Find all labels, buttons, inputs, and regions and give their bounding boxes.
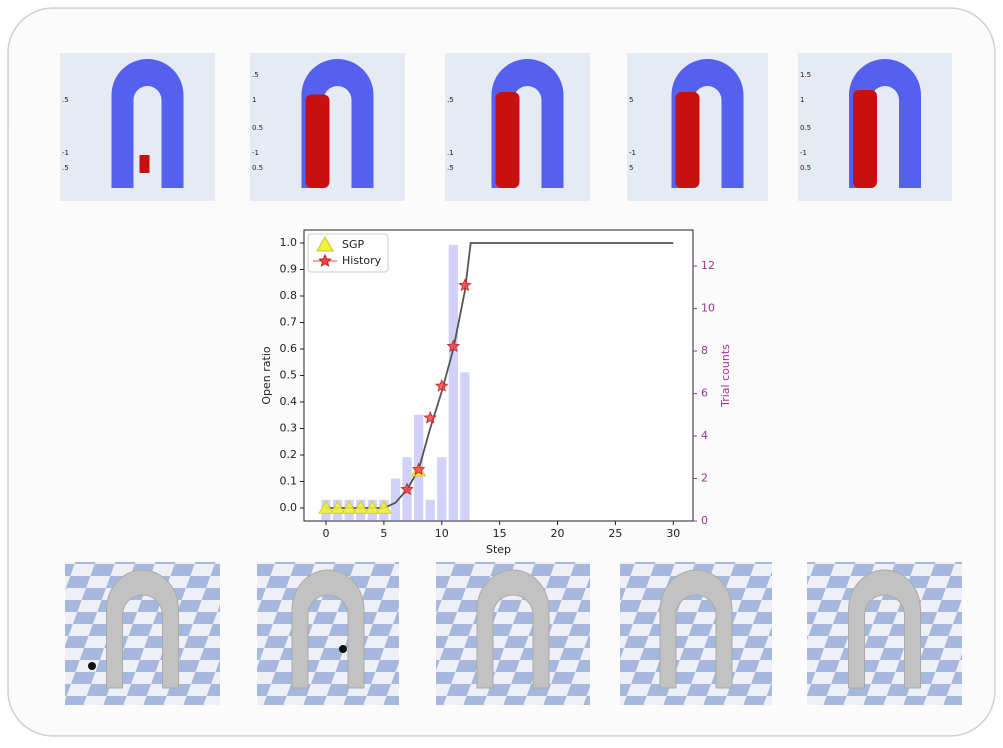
door-arch bbox=[291, 569, 365, 689]
door-arch bbox=[659, 569, 733, 689]
cloud-red bbox=[305, 94, 330, 188]
triangle-marker bbox=[376, 500, 392, 514]
x-tick-label: 10 bbox=[435, 527, 449, 540]
y2-tick-label: 6 bbox=[701, 387, 708, 400]
panel-tick-label: 1 bbox=[252, 96, 256, 104]
star-marker bbox=[446, 339, 461, 353]
panel-tick-label: .5 bbox=[62, 96, 69, 104]
triangle-marker bbox=[329, 500, 346, 514]
triangle-marker bbox=[364, 500, 380, 514]
cloud-red bbox=[139, 155, 150, 173]
cloud-arch bbox=[111, 59, 184, 188]
star-marker bbox=[423, 410, 437, 424]
ball bbox=[339, 645, 347, 653]
y2-axis-label: Trial counts bbox=[719, 344, 732, 408]
triangle-marker bbox=[318, 500, 334, 514]
legend-marker bbox=[316, 235, 334, 252]
legend-label: History bbox=[342, 254, 382, 267]
triangle-marker bbox=[353, 500, 369, 514]
star-marker bbox=[411, 462, 426, 476]
y2-tick-label: 12 bbox=[701, 259, 715, 272]
y-tick-label: 0.5 bbox=[280, 369, 298, 382]
y-axis-label: Open ratio bbox=[260, 346, 273, 405]
y-tick-label: 0.7 bbox=[280, 315, 298, 328]
y2-tick-label: 10 bbox=[701, 302, 715, 315]
curve bbox=[325, 242, 674, 509]
panel-tick-label: .5 bbox=[447, 96, 454, 104]
legend-label: SGP bbox=[342, 238, 365, 251]
door-arch bbox=[848, 569, 921, 689]
render-row bbox=[65, 562, 962, 705]
panel-tick-label: 5 bbox=[629, 96, 633, 104]
cloud-red bbox=[495, 92, 520, 188]
panel-tick-label: 1.5 bbox=[800, 71, 811, 79]
panel-tick-label: 0.5 bbox=[800, 124, 811, 132]
bar bbox=[425, 499, 435, 521]
x-tick-label: 20 bbox=[551, 527, 565, 540]
x-tick-label: 30 bbox=[666, 527, 680, 540]
door-arch bbox=[106, 569, 179, 689]
bar bbox=[390, 478, 401, 521]
ball bbox=[88, 662, 96, 670]
star-marker bbox=[435, 379, 449, 392]
x-tick-label: 5 bbox=[380, 527, 387, 540]
x-tick-label: 25 bbox=[608, 527, 622, 540]
star-marker bbox=[400, 482, 414, 496]
y-tick-label: 1.0 bbox=[280, 236, 298, 249]
star-marker bbox=[458, 278, 472, 292]
panel-tick-label: 1 bbox=[800, 96, 804, 104]
x-tick-label: 0 bbox=[322, 527, 329, 540]
panel-tick-label: -1 bbox=[629, 149, 636, 157]
panel-tick-label: 0.5 bbox=[252, 164, 263, 172]
panel-tick-label: -1 bbox=[252, 149, 259, 157]
cloud-red bbox=[675, 92, 700, 188]
panel-tick-label: .5 bbox=[447, 164, 454, 172]
x-axis-label: Step bbox=[486, 543, 511, 556]
y-tick-label: 0.3 bbox=[280, 422, 298, 435]
panel-tick-label: -1 bbox=[62, 149, 69, 157]
y-tick-label: 0.1 bbox=[280, 475, 298, 488]
triangle-marker bbox=[341, 500, 357, 514]
panel-tick-label: 5 bbox=[629, 164, 633, 172]
bar bbox=[460, 372, 470, 521]
bar bbox=[437, 457, 447, 521]
bar bbox=[448, 244, 458, 522]
pointcloud-row: .5 -1 .5 .5 1 0.5 -1 0.5 .5 .1 .5 5 -1 5 1.5 1 0.5 -1 0.5 bbox=[60, 53, 952, 201]
plot-area bbox=[303, 229, 694, 522]
y-tick-label: 0.2 bbox=[280, 448, 298, 461]
y-tick-label: 0.4 bbox=[280, 395, 298, 408]
y-tick-label: 0.6 bbox=[280, 342, 298, 355]
panel-tick-label: 0.5 bbox=[252, 124, 263, 132]
panel-tick-label: .5 bbox=[252, 71, 259, 79]
panel-tick-label: 0.5 bbox=[800, 164, 811, 172]
panel-tick-label: -1 bbox=[800, 149, 807, 157]
y2-tick-label: 0 bbox=[701, 514, 708, 527]
y-tick-label: 0.0 bbox=[280, 501, 298, 514]
y2-tick-label: 4 bbox=[701, 429, 708, 442]
y2-tick-label: 2 bbox=[701, 472, 708, 485]
y-tick-label: 0.8 bbox=[280, 289, 298, 302]
panel-tick-label: .5 bbox=[62, 164, 69, 172]
door-arch bbox=[476, 569, 550, 689]
chart: 0.0 0.1 0.2 0.3 0.4 0.5 0.6 0.7 0.8 0.9 1.0 0 2 4 6 8 10… bbox=[260, 229, 732, 556]
x-tick-label: 15 bbox=[493, 527, 507, 540]
y2-tick-label: 8 bbox=[701, 344, 708, 357]
y-tick-label: 0.9 bbox=[280, 262, 298, 275]
panel-tick-label: .1 bbox=[447, 149, 454, 157]
legend-marker bbox=[318, 253, 332, 267]
cloud-red bbox=[853, 90, 877, 188]
